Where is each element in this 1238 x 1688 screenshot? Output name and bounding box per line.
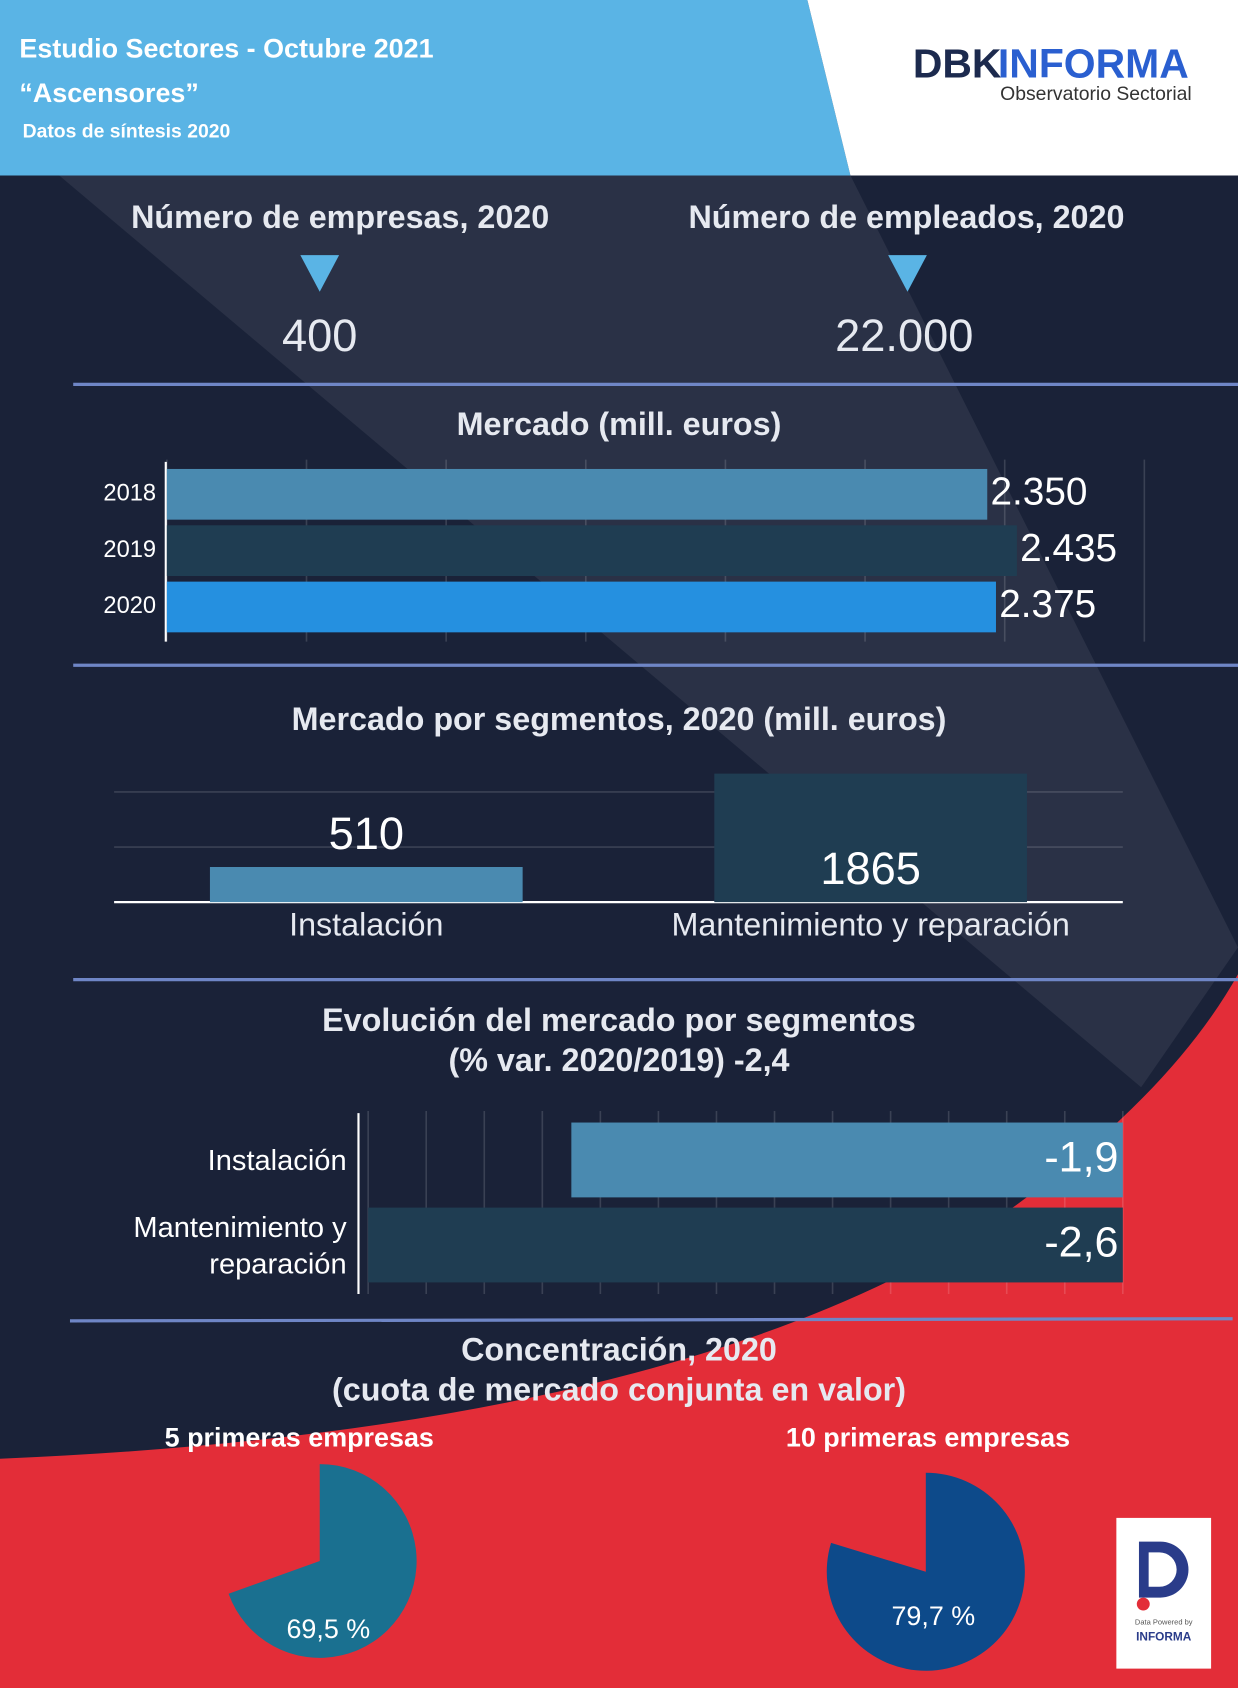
kpi-arrow [888, 255, 927, 292]
chart-title: 5 primeras empresas [165, 1422, 434, 1452]
kpi-value: 400 [282, 310, 357, 361]
section-subtitle: (cuota de mercado conjunta en valor) [332, 1371, 906, 1407]
value-label: 79,7 % [891, 1601, 975, 1631]
pie-slice [826, 1472, 1025, 1671]
logo-informa: INFORMA [998, 41, 1189, 87]
header-band [0, 0, 851, 176]
value-label: 1865 [820, 843, 921, 894]
value-label: -2,6 [1044, 1218, 1118, 1266]
y-tick-label: 2020 [103, 593, 156, 619]
category-label-box: Mantenimiento y reparación [133, 1210, 347, 1280]
logo-tagline: Observatorio Sectorial [1000, 83, 1192, 105]
bar [166, 581, 996, 633]
pie-slice [228, 1464, 417, 1658]
value-label: 69,5 % [286, 1614, 370, 1644]
chart-subtitle: (% var. 2020/2019) -2,4 [449, 1042, 790, 1078]
section-title: Concentración, 2020 [461, 1332, 777, 1368]
y-tick-label: 2019 [103, 537, 156, 563]
logo-area [807, 0, 1238, 176]
kpi-label: Número de empresas, 2020 [131, 199, 549, 235]
header-title: Estudio Sectores - Octubre 2021 [19, 34, 433, 64]
y-tick-label: Mantenimiento y reparación [133, 1210, 347, 1280]
logo-dbk: DBK [913, 41, 1002, 87]
chart-title: 10 primeras empresas [786, 1422, 1070, 1452]
bar [166, 468, 988, 520]
value-label: 510 [329, 808, 404, 859]
kpi-label: Número de empleados, 2020 [688, 199, 1124, 235]
chart-title: Mercado por segmentos, 2020 (mill. euros… [292, 701, 947, 737]
kpi-value: 22.000 [835, 310, 973, 361]
header-note: Datos de síntesis 2020 [23, 121, 231, 143]
badge-text: INFORMA [1136, 1630, 1192, 1644]
badge-dot [1136, 1597, 1150, 1611]
category-label-box: Instalación [207, 1143, 347, 1177]
bar [571, 1122, 1123, 1198]
bar [166, 525, 1017, 576]
y-tick-label: 2018 [103, 481, 156, 507]
x-tick-label: Instalación [289, 906, 443, 942]
badge-text: Data Powered by [1135, 1617, 1193, 1626]
bar [714, 773, 1027, 903]
value-label: 2.350 [990, 471, 1087, 514]
chart-title: Evolución del mercado por segmentos [322, 1002, 916, 1038]
y-tick-label: Instalación [207, 1143, 347, 1177]
value-label: 2.435 [1020, 527, 1117, 570]
bar [209, 866, 523, 903]
kpi-arrow [300, 255, 340, 292]
header-subtitle: “Ascensores” [19, 78, 198, 108]
badge-icon [1138, 1541, 1189, 1598]
chart-title: Mercado (mill. euros) [457, 406, 782, 442]
value-label: 2.375 [999, 583, 1096, 626]
x-tick-label: Mantenimiento y reparación [671, 906, 1069, 942]
separator [69, 1317, 1233, 1323]
value-label: -1,9 [1044, 1133, 1118, 1181]
bar [368, 1207, 1123, 1283]
